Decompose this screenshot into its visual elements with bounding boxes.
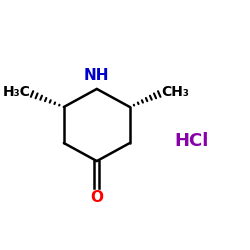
Text: HCl: HCl [174, 132, 208, 150]
Text: NH: NH [84, 68, 110, 83]
Text: CH₃: CH₃ [161, 85, 189, 99]
Text: H₃C: H₃C [2, 85, 30, 99]
Text: O: O [90, 190, 103, 205]
